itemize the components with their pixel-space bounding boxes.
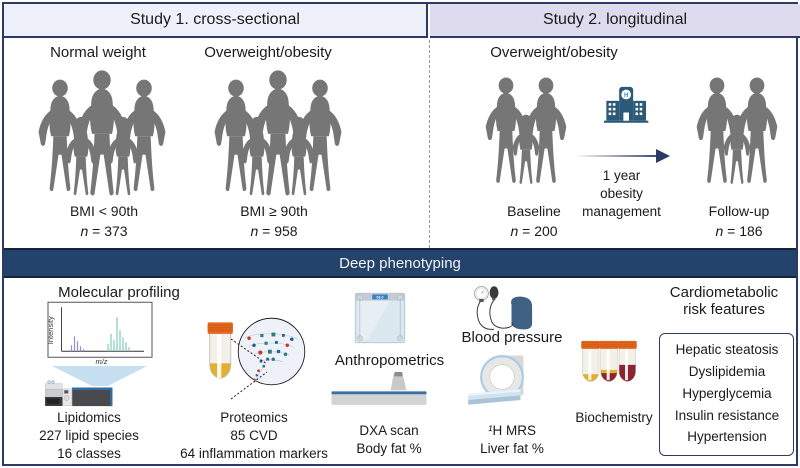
svg-text:68.0: 68.0 xyxy=(376,295,383,299)
svg-text:Intensity: Intensity xyxy=(46,316,55,344)
svg-text:H: H xyxy=(624,93,628,99)
svg-text:m/z: m/z xyxy=(95,357,107,366)
